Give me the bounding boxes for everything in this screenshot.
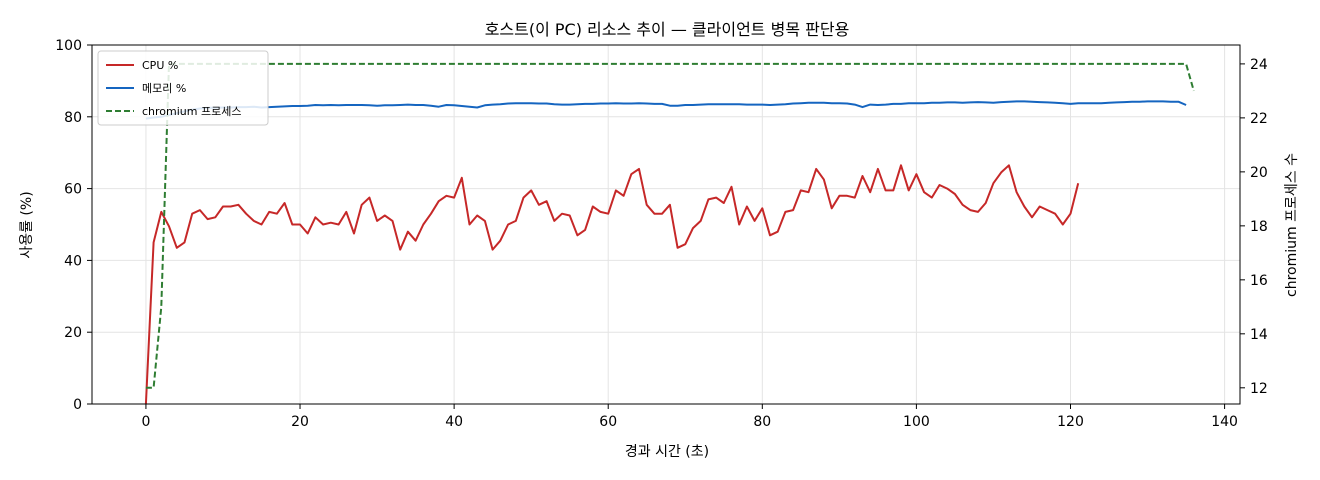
plot-frame — [91, 44, 1241, 405]
y-right-tick-label: 16 — [1250, 273, 1268, 289]
y-right-tick-label: 18 — [1250, 219, 1268, 235]
series-line-memory — [145, 100, 1187, 120]
x-tick-label: 100 — [903, 414, 930, 430]
y-right-tick-label: 20 — [1250, 165, 1268, 181]
y-right-tick-label: 12 — [1250, 381, 1268, 397]
x-tick-label: 120 — [1057, 414, 1084, 430]
x-tick-label: 80 — [753, 414, 771, 430]
x-tick-label: 140 — [1211, 414, 1238, 430]
y-tick-label: 60 — [64, 182, 82, 198]
y-tick-label: 0 — [73, 397, 82, 413]
y-axis-label: 사용률 (%) — [19, 191, 35, 258]
y-axis-ticks: 0 20 40 60 80 100 — [55, 38, 92, 413]
x-tick-label: 20 — [291, 414, 309, 430]
legend-box — [97, 50, 269, 126]
x-tick-label: 0 — [141, 414, 150, 430]
legend-label-chromium-process: chromium 프로세스 — [142, 105, 241, 118]
y-tick-label: 20 — [64, 325, 82, 341]
y-tick-label: 40 — [64, 253, 82, 269]
y-axis-right-label: chromium 프로세스 수 — [1284, 153, 1300, 297]
legend-label-cpu: CPU % — [142, 59, 178, 72]
y-axis-right-ticks: 12 14 16 18 20 22 24 — [1240, 57, 1268, 397]
series-layer — [144, 62, 1195, 405]
x-axis-ticks: 0 20 40 60 80 100 120 140 — [141, 404, 1238, 430]
y-right-tick-label: 24 — [1250, 57, 1268, 73]
y-right-tick-label: 14 — [1250, 327, 1268, 343]
legend: CPU % 메모리 % chromium 프로세스 — [97, 50, 269, 126]
chart-title: 호스트(이 PC) 리소스 추이 — 클라이언트 병목 판단용 — [485, 20, 850, 39]
legend-label-memory: 메모리 % — [142, 82, 186, 95]
x-axis-label: 경과 시간 (초) — [625, 444, 709, 460]
y-tick-label: 80 — [64, 110, 82, 126]
x-tick-label: 60 — [599, 414, 617, 430]
series-line-cpu — [144, 164, 1080, 405]
series-line-chromium-process — [145, 62, 1195, 389]
x-tick-label: 40 — [445, 414, 463, 430]
y-tick-label: 100 — [55, 38, 82, 54]
y-right-tick-label: 22 — [1250, 111, 1268, 127]
